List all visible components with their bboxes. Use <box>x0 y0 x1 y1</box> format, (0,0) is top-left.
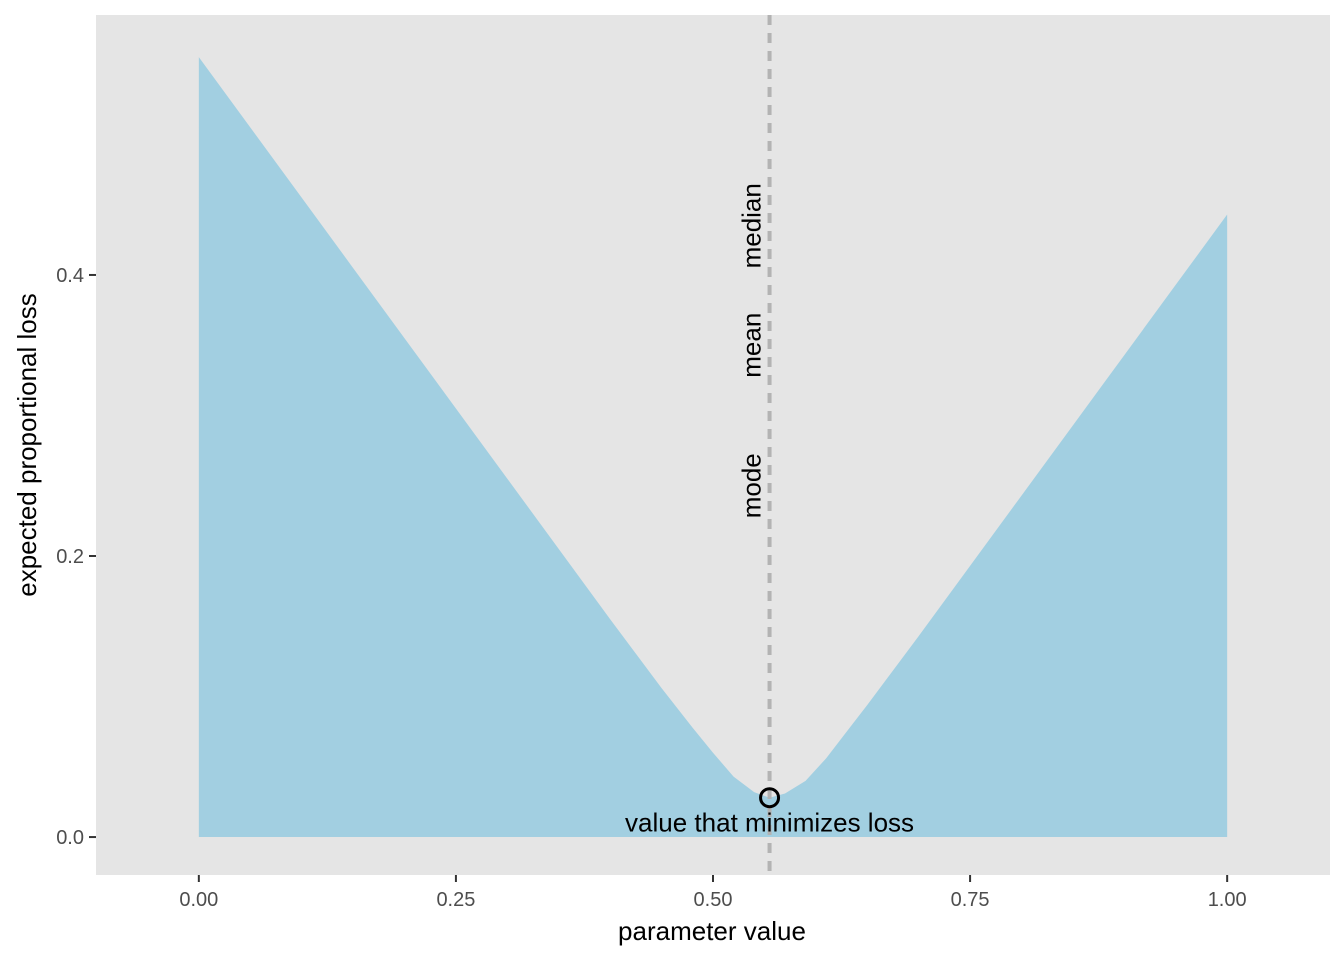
x-tick-label: 1.00 <box>1208 889 1247 911</box>
y-tick-label: 0.2 <box>56 546 84 568</box>
x-tick-label: 0.00 <box>179 889 218 911</box>
minimizer-point <box>759 787 781 809</box>
y-axis: 0.0 0.2 0.4 <box>56 265 96 849</box>
x-tick-label: 0.50 <box>694 889 733 911</box>
loss-area <box>198 57 1228 838</box>
y-axis-title: expected proportional loss <box>12 293 42 597</box>
y-tick-label: 0.4 <box>56 265 84 287</box>
x-tick-label: 0.25 <box>436 889 475 911</box>
minimizer-label: value that minimizes loss <box>625 808 914 838</box>
mode-label: mode <box>737 453 767 518</box>
median-label: median <box>737 183 767 268</box>
x-axis: 0.00 0.25 0.50 0.75 1.00 <box>179 875 1247 911</box>
mean-label: mean <box>737 313 767 378</box>
x-tick-label: 0.75 <box>951 889 990 911</box>
x-axis-title: parameter value <box>618 916 806 946</box>
y-tick-label: 0.0 <box>56 827 84 849</box>
